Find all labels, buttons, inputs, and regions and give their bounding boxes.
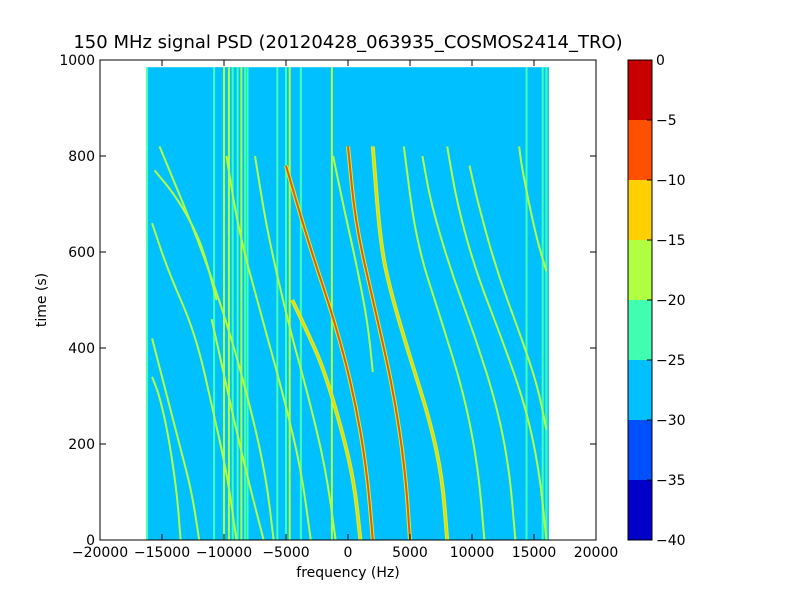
signal-track-1 bbox=[285, 165, 374, 541]
x-tick-label: 5000 bbox=[392, 545, 428, 561]
signal-track-10 bbox=[421, 155, 517, 541]
signal-track-9 bbox=[402, 146, 486, 541]
signal-track-14 bbox=[210, 318, 265, 541]
x-axis: −20000 −15000 −10000 −5000 0 5000 10000 15000 20… bbox=[72, 60, 618, 561]
chart-title: 150 MHz signal PSD (20120428_063935_COSM… bbox=[73, 32, 622, 53]
signal-track-15 bbox=[151, 338, 201, 541]
colorbar-segment bbox=[628, 60, 652, 120]
signal-track-6 bbox=[158, 146, 275, 541]
colorbar-tick-label: 0 bbox=[656, 53, 665, 69]
y-tick-label: 400 bbox=[68, 341, 95, 357]
colorbar-tick-label: −40 bbox=[656, 533, 686, 549]
signal-track-0 bbox=[347, 146, 411, 541]
colorbar: −40 −35 −30 −25 −20 −15 −10 −5 0 bbox=[627, 53, 686, 549]
colorbar-segment bbox=[628, 480, 652, 540]
signal-track-11 bbox=[446, 146, 548, 541]
y-axis-label: time (s) bbox=[34, 273, 50, 327]
colorbar-tick-label: −15 bbox=[656, 233, 686, 249]
x-tick-label: 0 bbox=[344, 545, 353, 561]
colorbar-segment bbox=[628, 420, 652, 480]
colorbar-segment bbox=[628, 360, 652, 420]
colorbar-tick-label: −10 bbox=[656, 173, 686, 189]
colorbar-tick-label: −20 bbox=[656, 293, 686, 309]
signal-track-16 bbox=[153, 169, 218, 301]
x-tick-label: 10000 bbox=[450, 545, 495, 561]
y-axis: 0 200 400 600 800 1000 bbox=[59, 53, 596, 549]
colorbar-segment bbox=[628, 300, 652, 360]
signal-track-13 bbox=[518, 146, 548, 272]
colorbar-tick-label: −5 bbox=[656, 113, 677, 129]
x-axis-label: frequency (Hz) bbox=[296, 565, 399, 581]
y-tick-label: 600 bbox=[68, 245, 95, 261]
signal-track-5 bbox=[151, 222, 238, 541]
x-tick-label: 20000 bbox=[574, 545, 619, 561]
y-tick-label: 200 bbox=[68, 437, 95, 453]
x-tick-label: −10000 bbox=[196, 545, 252, 561]
signal-track-12 bbox=[468, 165, 548, 430]
signal-track-2 bbox=[254, 155, 337, 541]
y-tick-label: 800 bbox=[68, 149, 95, 165]
signal-track-7 bbox=[291, 299, 362, 541]
colorbar-segment bbox=[628, 240, 652, 300]
y-tick-label: 1000 bbox=[59, 53, 95, 69]
colorbar-segment bbox=[628, 120, 652, 180]
signal-track-8 bbox=[371, 146, 449, 541]
x-tick-label: −15000 bbox=[134, 545, 190, 561]
y-tick-label: 0 bbox=[86, 533, 95, 549]
signal-track-17 bbox=[332, 155, 374, 373]
colorbar-segment bbox=[628, 180, 652, 240]
signal-track-3 bbox=[225, 155, 312, 541]
x-tick-label: 15000 bbox=[512, 545, 557, 561]
signal-track-4 bbox=[151, 376, 182, 541]
plot-area bbox=[99, 59, 597, 541]
x-tick-label: −5000 bbox=[262, 545, 309, 561]
colorbar-tick-label: −30 bbox=[656, 413, 686, 429]
colorbar-tick-label: −25 bbox=[656, 353, 686, 369]
colorbar-tick-label: −35 bbox=[656, 473, 686, 489]
x-tick-label: −20000 bbox=[72, 545, 128, 561]
